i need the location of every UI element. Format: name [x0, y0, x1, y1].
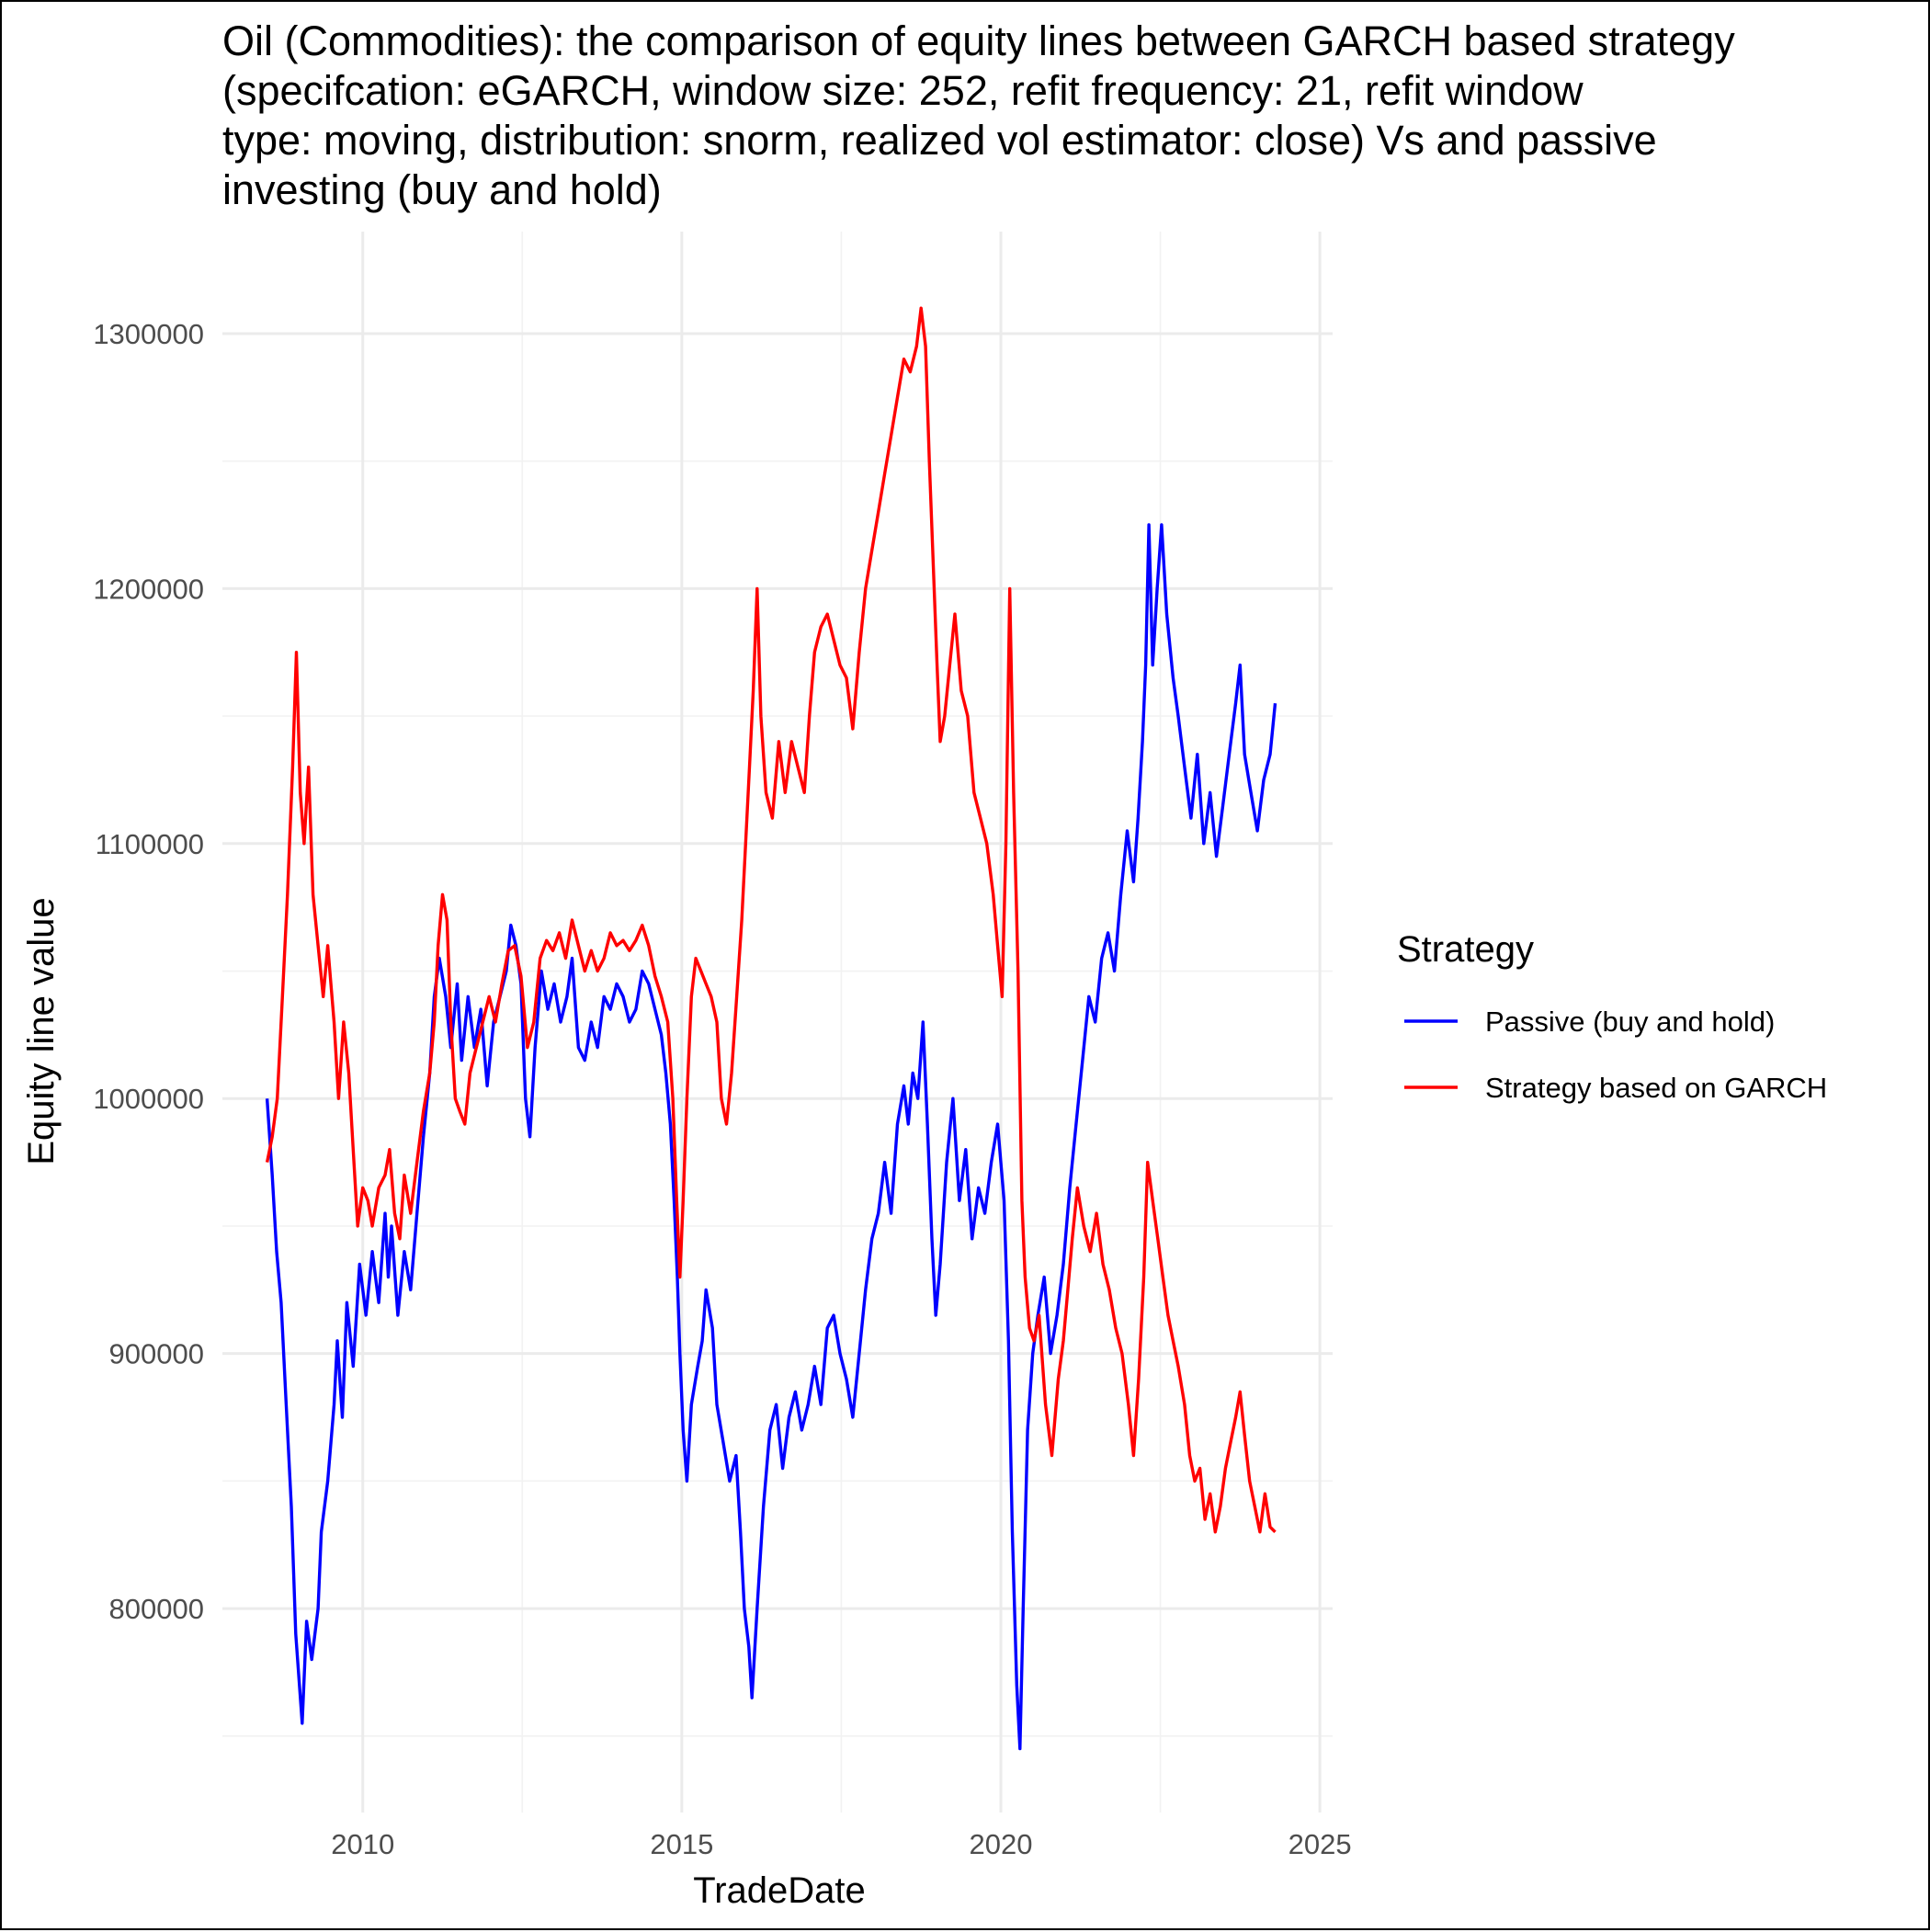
legend-label-passive: Passive (buy and hold) [1485, 1006, 1775, 1038]
grid [222, 232, 1333, 1813]
x-tick-label: 2025 [1289, 1828, 1352, 1860]
x-tick-label: 2010 [331, 1828, 394, 1860]
y-tick-label: 800000 [109, 1593, 204, 1625]
x-tick-label: 2015 [650, 1828, 713, 1860]
y-tick-label: 1200000 [93, 573, 204, 605]
y-tick-label: 1000000 [93, 1083, 204, 1115]
series-group [265, 306, 1277, 1751]
y-tick-label: 1300000 [93, 318, 204, 350]
chart-title-line-4: investing (buy and hold) [222, 166, 662, 213]
chart-title-line-1: Oil (Commodities): the comparison of equ… [222, 17, 1735, 64]
x-tick-label: 2020 [970, 1828, 1033, 1860]
x-tick-labels: 2010 2015 2020 2025 [331, 1828, 1351, 1860]
chart-title-line-3: type: moving, distribution: snorm, reali… [222, 117, 1657, 164]
chart-title: Oil (Commodities): the comparison of equ… [222, 17, 1735, 213]
chart-title-line-2: (specifcation: eGARCH, window size: 252,… [222, 67, 1584, 114]
x-axis-title: TradeDate [693, 1870, 866, 1911]
y-axis-title: Equity line value [21, 897, 62, 1165]
legend: Strategy Passive (buy and hold) Strategy … [1397, 929, 1827, 1104]
y-tick-label: 900000 [109, 1338, 204, 1370]
series-line-garch [265, 306, 1277, 1534]
legend-title: Strategy [1397, 929, 1534, 970]
y-tick-label: 1100000 [96, 828, 204, 860]
series-line-passive [265, 523, 1277, 1751]
legend-label-garch: Strategy based on GARCH [1485, 1072, 1827, 1104]
y-tick-labels: 800000 900000 1000000 1100000 1200000 1300000 [93, 318, 204, 1625]
